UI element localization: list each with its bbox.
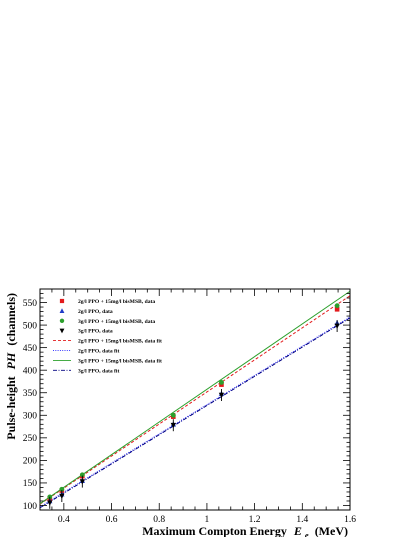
x-tick-label: 0.4 (58, 515, 70, 525)
y-axis-title-unit: (channels) (4, 293, 18, 346)
data-point (59, 486, 65, 492)
x-tick-label: 1.4 (296, 515, 308, 525)
y-tick-label: 250 (23, 434, 38, 444)
data-point (79, 472, 85, 478)
data-point (59, 493, 65, 499)
data-point (218, 392, 225, 398)
legend-label: 2g/l PPO + 15mg/l bisMSB, data (78, 299, 155, 305)
legend-marker (59, 298, 65, 304)
legend-label: 3g/l PPO + 15mg/l bisMSB, data fit (78, 358, 162, 364)
legend-label: 3g/l PPO + 15mg/l bisMSB, data (78, 319, 155, 325)
fit-line (39, 317, 351, 509)
legend-label: 3g/l PPO, data fit (78, 368, 119, 374)
data-point (334, 303, 340, 309)
y-axis-title-text: Pulse-height (4, 376, 18, 439)
data-point (170, 412, 176, 418)
y-tick-label: 150 (23, 479, 38, 489)
legend-label: 3g/l PPO, data (78, 329, 113, 335)
x-axis: 0.4 0.6 0.8 1 1.2 1.4 1.6 (39, 289, 356, 525)
x-tick-label: 0.6 (106, 515, 118, 525)
data-point (219, 379, 224, 385)
y-axis-title-symbol: PH (4, 352, 18, 369)
legend-marker (59, 318, 65, 324)
legend-label: 2g/l PPO, data (78, 309, 113, 315)
fit-line (39, 290, 351, 505)
data-point (334, 306, 340, 312)
data-point (47, 500, 53, 506)
data-point (334, 323, 340, 329)
x-tick-label: 1 (205, 515, 210, 525)
x-tick-label: 0.8 (153, 515, 165, 525)
y-tick-label: 350 (23, 389, 38, 399)
x-tick-label: 1.2 (249, 515, 261, 525)
y-axis: 100 150 200 250 300 350 400 450 500 550 (23, 288, 350, 512)
x-axis-title-text: Maximum Compton Energy (142, 524, 287, 537)
y-axis-title: Pulse-height PH (channels) (4, 293, 18, 440)
data-point (170, 422, 176, 429)
legend: 2g/l PPO + 15mg/l bisMSB, data 2g/l PPO, … (53, 298, 162, 374)
data-points (47, 303, 340, 509)
y-tick-label: 200 (23, 457, 38, 467)
y-tick-label: 300 (23, 412, 38, 422)
fit-line (39, 295, 351, 505)
legend-marker (59, 308, 65, 313)
x-tick-label: 1.6 (344, 515, 356, 525)
y-tick-label: 550 (23, 299, 38, 309)
y-tick-label: 500 (23, 321, 38, 331)
fit-line (39, 316, 351, 508)
data-point (79, 479, 85, 485)
y-tick-label: 450 (23, 344, 38, 354)
legend-label: 2g/l PPO, data fit (78, 349, 119, 355)
legend-label: 2g/l PPO + 15mg/l bisMSB, data fit (78, 339, 162, 345)
fit-lines (39, 290, 351, 509)
legend-marker (59, 328, 65, 334)
x-axis-title-subscript: e (305, 530, 309, 537)
x-axis-title-symbol: E (293, 524, 302, 537)
y-tick-label: 400 (23, 366, 38, 376)
x-axis-title-unit: (MeV) (315, 524, 348, 537)
x-axis-title: Maximum Compton Energy E e (MeV) (142, 524, 348, 537)
y-tick-label: 100 (23, 502, 38, 512)
